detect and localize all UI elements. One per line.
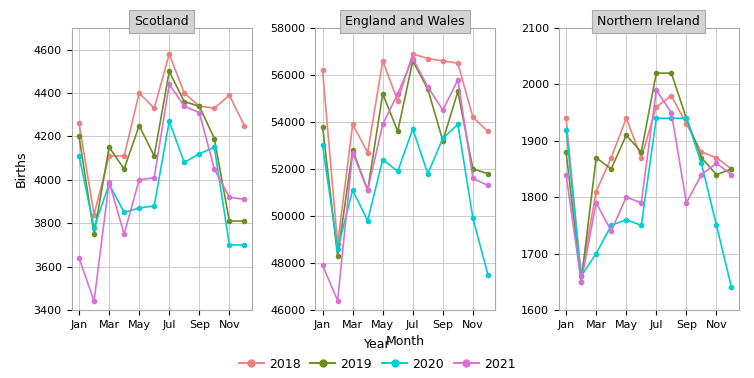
- Title: England and Wales: England and Wales: [345, 15, 465, 28]
- X-axis label: Month: Month: [386, 335, 425, 348]
- Title: Northern Ireland: Northern Ireland: [597, 15, 700, 28]
- Legend: 2018, 2019, 2020, 2021: 2018, 2019, 2020, 2021: [234, 333, 520, 375]
- Y-axis label: Births: Births: [15, 151, 28, 187]
- Title: Scotland: Scotland: [134, 15, 189, 28]
